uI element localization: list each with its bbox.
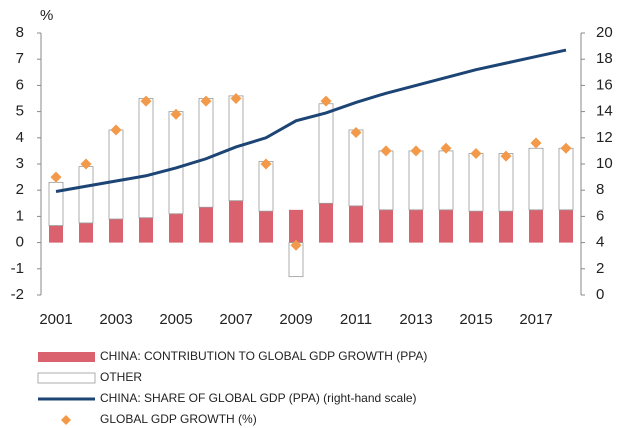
bar [229, 200, 243, 243]
y-tick-label: 3 [16, 155, 24, 172]
bar [49, 225, 63, 243]
bar [199, 207, 213, 243]
diamond [290, 239, 302, 251]
legend-label: GLOBAL GDP GROWTH (%) [100, 412, 257, 426]
y-axis-label: % [40, 7, 53, 24]
bar [558, 147, 574, 211]
diamond [110, 124, 122, 136]
line [55, 48, 567, 193]
y2-tick-label: 8 [596, 181, 604, 198]
bar [498, 153, 514, 212]
diamond [440, 142, 452, 154]
diamond [380, 145, 392, 157]
y2-tick-label: 0 [596, 286, 604, 303]
bar [48, 181, 64, 226]
x-tick-label: 2015 [459, 311, 492, 328]
y2-tick-label: 6 [596, 207, 604, 224]
bar [109, 219, 123, 243]
diamond [560, 142, 572, 154]
bar [408, 150, 424, 211]
legend-swatch [61, 415, 71, 425]
y-tick-label: 2 [16, 181, 24, 198]
bar [139, 217, 153, 243]
diamond [500, 150, 512, 162]
bar [138, 98, 154, 219]
y2-tick-label: 2 [596, 260, 604, 277]
legend-label: CHINA: CONTRIBUTION TO GLOBAL GDP GROWTH… [100, 349, 427, 363]
y2-tick-label: 14 [596, 103, 613, 120]
legend-swatch [37, 372, 96, 384]
bar [559, 209, 573, 243]
diamond [530, 137, 542, 149]
y-tick-label: 6 [16, 76, 24, 93]
bar [499, 211, 513, 243]
bar [108, 129, 124, 220]
bar [439, 209, 453, 243]
bar [349, 205, 363, 243]
x-tick-label: 2005 [159, 311, 192, 328]
bar [168, 111, 184, 215]
bar [409, 209, 423, 243]
y2-tick-label: 16 [596, 76, 613, 93]
bar [79, 222, 93, 243]
x-tick-label: 2003 [99, 311, 132, 328]
x-tick-label: 2017 [519, 311, 552, 328]
y2-tick-label: 12 [596, 129, 613, 146]
y-tick-label: 1 [16, 207, 24, 224]
diamond [230, 93, 242, 104]
y-tick-label: 8 [16, 24, 24, 41]
y-tick-label: 4 [16, 129, 24, 146]
legend-label: OTHER [100, 370, 142, 384]
diamond [50, 171, 62, 183]
bar [469, 211, 483, 243]
diamond [80, 158, 92, 170]
diamond [170, 108, 182, 120]
y-tick-label: -1 [11, 260, 24, 277]
x-tick-label: 2011 [340, 311, 372, 328]
diamond [200, 95, 212, 107]
bar [169, 213, 183, 243]
x-tick-label: 2013 [399, 311, 432, 328]
y-tick-label: 5 [16, 103, 24, 120]
bar [529, 209, 543, 243]
y-tick-label: 0 [16, 234, 24, 251]
bar [318, 103, 334, 204]
diamond [260, 158, 272, 170]
bar [319, 203, 333, 243]
x-tick-label: 2009 [279, 311, 312, 328]
y-tick-label: 7 [16, 50, 24, 67]
x-tick-label: 2007 [219, 311, 252, 328]
legend-swatch [38, 352, 95, 362]
bar [78, 166, 94, 224]
diamond [410, 145, 422, 157]
diamond [140, 95, 152, 107]
bar [379, 209, 393, 243]
diamond [320, 95, 332, 107]
y2-tick-label: 18 [596, 50, 613, 67]
x-tick-label: 2001 [39, 311, 72, 328]
bar [289, 209, 303, 243]
y2-tick-label: 20 [596, 24, 613, 41]
bar [198, 98, 214, 208]
y2-tick-label: 4 [596, 234, 604, 251]
bar [528, 147, 544, 211]
bar [438, 150, 454, 211]
y2-tick-label: 10 [596, 155, 613, 172]
diamond [350, 127, 362, 139]
diamond [470, 148, 482, 160]
bar [348, 129, 364, 207]
bar [259, 211, 273, 243]
y-tick-label: -2 [11, 286, 24, 303]
bar [468, 153, 484, 212]
legend-label: CHINA: SHARE OF GLOBAL GDP (PPA) (right-… [100, 391, 417, 405]
bar [378, 150, 394, 211]
